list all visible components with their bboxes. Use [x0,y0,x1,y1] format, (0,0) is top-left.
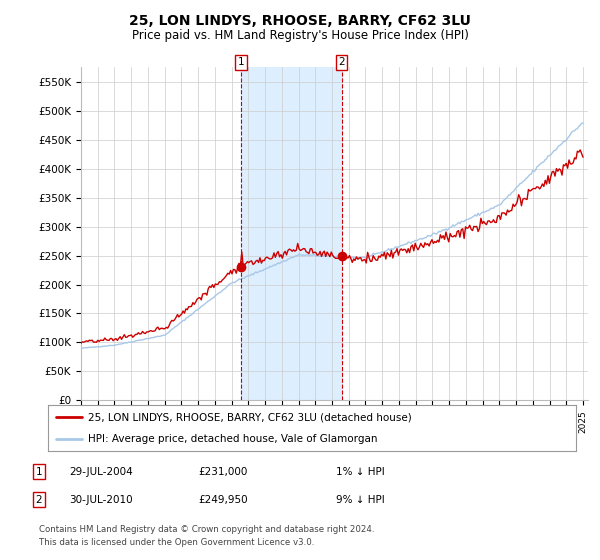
Text: £231,000: £231,000 [198,466,247,477]
Text: 29-JUL-2004: 29-JUL-2004 [69,466,133,477]
Text: 2: 2 [35,494,43,505]
Text: 25, LON LINDYS, RHOOSE, BARRY, CF62 3LU: 25, LON LINDYS, RHOOSE, BARRY, CF62 3LU [129,14,471,28]
Text: 1% ↓ HPI: 1% ↓ HPI [336,466,385,477]
Text: £249,950: £249,950 [198,494,248,505]
Text: Price paid vs. HM Land Registry's House Price Index (HPI): Price paid vs. HM Land Registry's House … [131,29,469,42]
Text: 2: 2 [338,57,345,67]
Text: Contains HM Land Registry data © Crown copyright and database right 2024.
This d: Contains HM Land Registry data © Crown c… [39,525,374,547]
Bar [241,67,341,400]
Text: 9% ↓ HPI: 9% ↓ HPI [336,494,385,505]
Text: 1: 1 [35,466,43,477]
Text: 1: 1 [238,57,244,67]
Text: 25, LON LINDYS, RHOOSE, BARRY, CF62 3LU (detached house): 25, LON LINDYS, RHOOSE, BARRY, CF62 3LU … [88,412,412,422]
Text: 30-JUL-2010: 30-JUL-2010 [69,494,133,505]
Text: HPI: Average price, detached house, Vale of Glamorgan: HPI: Average price, detached house, Vale… [88,435,377,444]
